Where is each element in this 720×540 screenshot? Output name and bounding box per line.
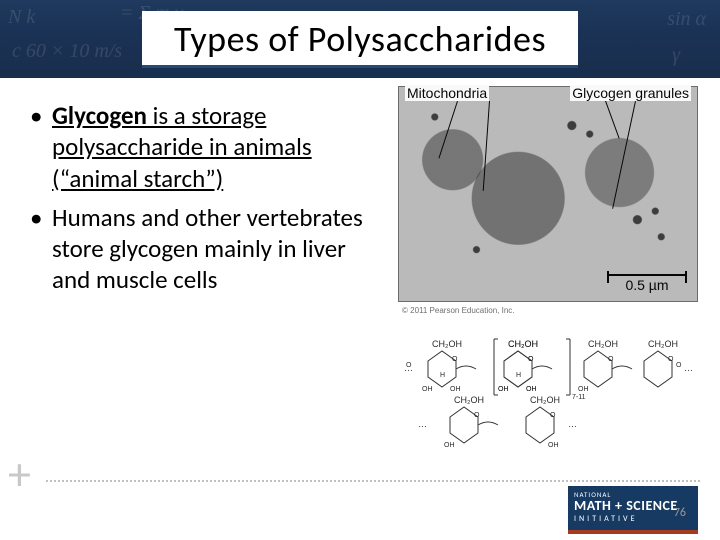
svg-text:CH₂OH: CH₂OH <box>508 339 538 349</box>
svg-text:O: O <box>550 412 556 419</box>
plus-mark-icon: + <box>8 452 31 498</box>
title-area: Types of Polysaccharides <box>0 0 720 78</box>
svg-text:O: O <box>668 356 674 363</box>
body-text: Glycogen is a storage polysaccharide in … <box>24 100 384 304</box>
svg-text:OH: OH <box>548 442 559 449</box>
footer-rule <box>46 480 700 482</box>
svg-text:OH: OH <box>422 386 433 393</box>
micrograph-labels: Mitochondria Glycogen granules <box>399 85 697 101</box>
figure-area: Mitochondria Glycogen granules 0.5 µm © … <box>398 86 698 461</box>
svg-text:OH: OH <box>578 386 589 393</box>
leader-line <box>612 101 636 209</box>
page-number: 76 <box>674 506 686 520</box>
svg-text:CH₂OH: CH₂OH <box>588 339 618 349</box>
chemical-structure: O CH₂OH OH OH H O CH₂OH OH OH O C <box>398 321 698 461</box>
svg-text:OH: OH <box>450 386 461 393</box>
footer: + NATIONAL MATH + SCIENCE INITIATIVE 76 <box>0 478 720 540</box>
scalebar-label: 0.5 µm <box>625 277 668 293</box>
leader-line <box>605 101 620 139</box>
bullet-1: Glycogen is a storage polysaccharide in … <box>24 100 384 194</box>
micrograph-image: Mitochondria Glycogen granules 0.5 µm <box>398 86 698 302</box>
bullet-1-term: Glycogen <box>52 100 147 131</box>
bullet-2: Humans and other vertebrates store glyco… <box>24 202 384 296</box>
svg-text:O: O <box>676 362 682 369</box>
leader-line <box>438 101 457 158</box>
svg-text:…: … <box>418 419 427 429</box>
svg-text:CH₂OH: CH₂OH <box>530 395 560 405</box>
leader-line <box>483 101 490 191</box>
svg-text:…: … <box>684 363 693 373</box>
svg-text:O: O <box>452 356 458 363</box>
svg-text:O: O <box>608 356 614 363</box>
slide-title: Types of Polysaccharides <box>174 17 546 61</box>
svg-text:O: O <box>406 362 412 369</box>
svg-text:H: H <box>440 372 445 379</box>
svg-text:OH: OH <box>526 386 537 393</box>
svg-text:OH: OH <box>444 442 455 449</box>
scalebar: 0.5 µm <box>607 274 687 293</box>
svg-text:O: O <box>528 356 534 363</box>
label-mitochondria: Mitochondria <box>405 85 489 101</box>
svg-text:CH₂OH: CH₂OH <box>648 339 678 349</box>
svg-text:OH: OH <box>498 386 509 393</box>
slide: N k = Σ m γ c 60 × 10 m/s sin α γ Types … <box>0 0 720 540</box>
logo-line2: MATH + SCIENCE <box>574 497 678 514</box>
svg-text:7-11: 7-11 <box>572 394 586 401</box>
svg-text:O: O <box>474 412 480 419</box>
svg-text:CH₂OH: CH₂OH <box>454 395 484 405</box>
figure-copyright: © 2011 Pearson Education, Inc. <box>402 306 698 315</box>
svg-text:…: … <box>568 419 577 429</box>
title-box: Types of Polysaccharides <box>142 11 578 68</box>
label-glycogen-granules: Glycogen granules <box>570 85 691 101</box>
svg-text:CH₂OH: CH₂OH <box>432 339 462 349</box>
